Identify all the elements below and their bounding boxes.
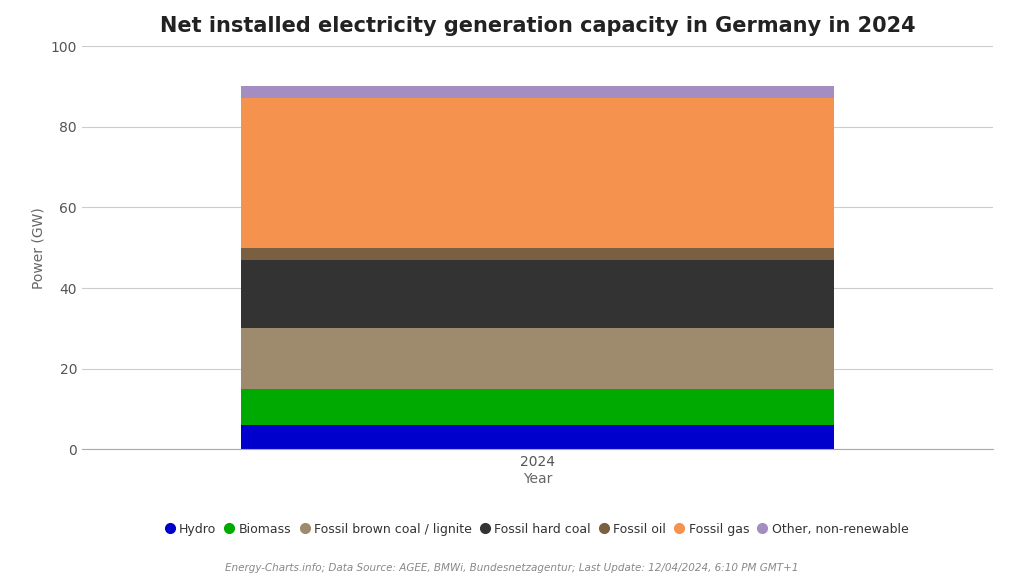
Bar [242,260,834,328]
Title: Net installed electricity generation capacity in Germany in 2024: Net installed electricity generation cap… [160,16,915,36]
Bar [242,425,834,449]
Bar [242,98,834,248]
Bar [242,86,834,98]
Bar [242,248,834,260]
X-axis label: Year: Year [523,472,552,486]
Y-axis label: Power (GW): Power (GW) [31,207,45,289]
Bar [242,328,834,389]
Bar [242,389,834,425]
Text: Energy-Charts.info; Data Source: AGEE, BMWi, Bundesnetzagentur; Last Update: 12/: Energy-Charts.info; Data Source: AGEE, B… [225,563,799,573]
Legend: Hydro, Biomass, Fossil brown coal / lignite, Fossil hard coal, Fossil oil, Fossi: Hydro, Biomass, Fossil brown coal / lign… [164,520,911,538]
